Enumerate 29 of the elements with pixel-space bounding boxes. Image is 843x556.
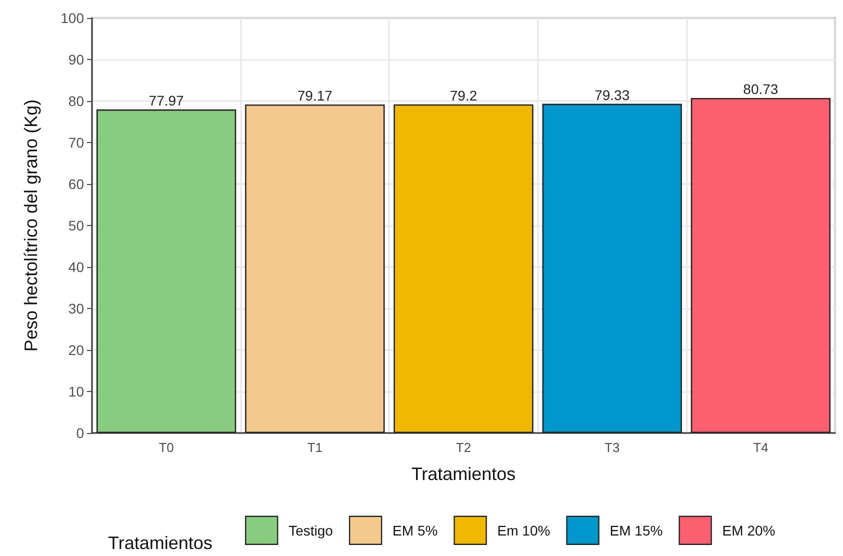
- y-tick-label: 70: [68, 134, 84, 150]
- legend-label: EM 20%: [722, 522, 776, 538]
- legend-title: Tratamientos: [108, 533, 212, 553]
- y-tick-label: 100: [60, 10, 84, 26]
- data-label: 79.33: [594, 86, 630, 103]
- x-tick-label: T2: [456, 440, 472, 455]
- y-tick-label: 50: [68, 218, 84, 234]
- y-tick-label: 10: [68, 384, 84, 400]
- legend-label: EM 15%: [610, 522, 663, 538]
- data-label: 80.73: [743, 80, 778, 97]
- y-tick-label: 60: [68, 176, 84, 192]
- x-tick-label: T1: [307, 440, 322, 455]
- legend-label: Em 10%: [497, 522, 550, 538]
- y-axis-title: Peso hectolítrico del grano (Kg): [21, 99, 41, 352]
- y-tick-label: 30: [68, 300, 84, 316]
- y-tick-label: 0: [76, 425, 84, 441]
- y-tick-label: 90: [68, 52, 84, 68]
- data-label: 77.97: [148, 92, 184, 108]
- x-tick-label: T4: [753, 440, 768, 455]
- y-tick-label: 40: [68, 259, 84, 275]
- x-axis-title: Tratamientos: [411, 464, 516, 484]
- data-label: 79.17: [297, 87, 333, 104]
- x-tick-label: T3: [604, 440, 620, 455]
- x-tick-label: T0: [158, 440, 174, 455]
- y-tick-label: 20: [68, 342, 84, 358]
- legend-label: Testigo: [288, 522, 334, 538]
- data-label: 79.2: [450, 87, 478, 104]
- legend-label: EM 5%: [392, 522, 438, 538]
- y-tick-label: 80: [68, 93, 84, 109]
